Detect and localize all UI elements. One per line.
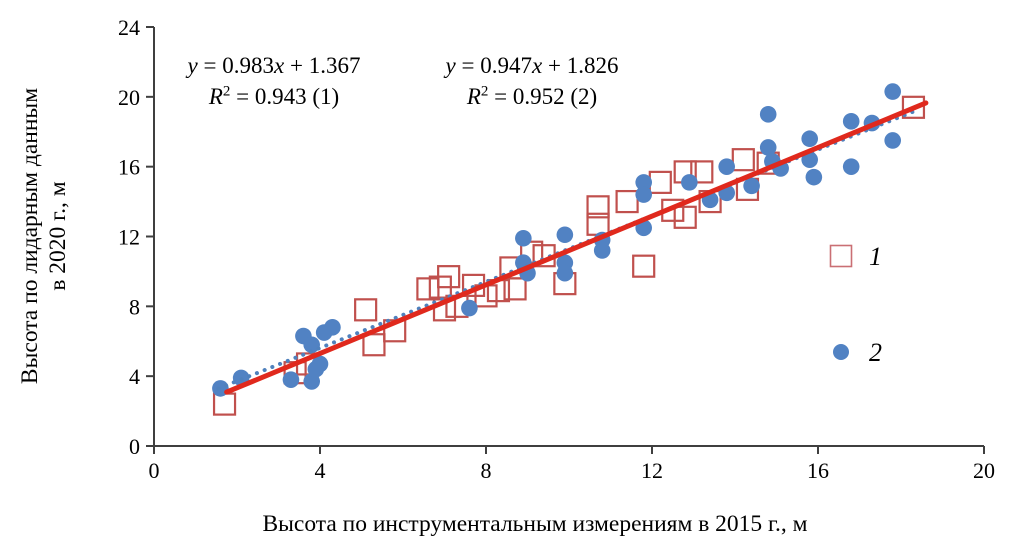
series2-circle-marker [801, 130, 818, 148]
series1-square-marker [362, 333, 386, 357]
series1-square-marker [354, 298, 378, 322]
y-tick-label: 0 [129, 434, 140, 459]
y-tick-label: 4 [129, 364, 140, 389]
series2-circle-marker [681, 174, 698, 191]
legend-square-marker [829, 244, 853, 268]
series1-square-marker [690, 160, 714, 184]
y-tick-label: 16 [118, 155, 140, 180]
y-axis-title-line2: в 2020 г., м [45, 181, 71, 291]
series2-circle-marker [635, 186, 652, 203]
series1-square-marker [632, 254, 656, 278]
equation-series2: y = 0.947x + 1.826 R2 = 0.952 (2) [445, 53, 619, 109]
series2-circle-marker [884, 83, 901, 100]
series2-circle-marker [759, 139, 777, 156]
x-tick-label: 12 [641, 458, 663, 483]
series2-circle-marker [593, 242, 611, 259]
legend-label-1: 1 [869, 242, 882, 271]
series2-circle-marker [461, 299, 478, 317]
series2-circle-marker [556, 226, 574, 244]
x-tick-label: 4 [315, 458, 326, 483]
y-tick-label: 20 [118, 85, 140, 110]
y-tick-label: 8 [129, 294, 140, 319]
axis-lines [153, 27, 984, 447]
trendline-solid [224, 100, 929, 395]
y-axis-title-line1: Высота по лидарным данным [17, 87, 43, 385]
series2-circle-marker [311, 355, 329, 373]
series1-square-marker [416, 277, 440, 301]
series1-square-marker [503, 277, 527, 301]
series2-circle-marker [718, 158, 735, 175]
y-axis-title: Высота по лидарным данным в 2020 г., м [16, 21, 72, 451]
legend-circle-marker [833, 344, 849, 360]
series2-circle-marker [515, 229, 532, 247]
x-tick-label: 16 [807, 458, 829, 483]
series2-circle-marker [743, 177, 760, 195]
series1-square-marker [212, 392, 237, 416]
y-tick-label: 24 [118, 15, 140, 40]
series2-circle-marker [884, 132, 901, 149]
series1-square-marker [673, 205, 697, 229]
series1-square-marker [615, 189, 639, 214]
series2-circle-marker [759, 105, 777, 123]
x-tick-label: 20 [973, 458, 995, 483]
x-tick-label: 0 [149, 458, 160, 483]
series2-circle-marker [805, 168, 823, 186]
series1-square-marker [731, 148, 755, 172]
series2-circle-marker [556, 264, 574, 282]
series2-circle-marker [282, 371, 300, 388]
series1-square-marker [586, 195, 610, 219]
y-tick-label: 12 [118, 225, 140, 250]
series2-circle-marker [303, 336, 321, 354]
series1-square-marker [648, 170, 672, 194]
series1-square-marker [437, 265, 461, 289]
x-axis-title: Высота по инструментальным измерениям в … [262, 511, 808, 537]
series1-square-marker [520, 240, 544, 264]
equation-series1: y = 0.983x + 1.367 R2 = 0.943 (1) [187, 53, 361, 109]
x-tick-label: 8 [481, 458, 492, 483]
legend-label-2: 2 [869, 338, 882, 367]
series2-circle-marker [324, 318, 341, 336]
series2-circle-marker [842, 112, 860, 130]
series2-circle-marker [842, 158, 860, 175]
series2-circle-marker [635, 174, 652, 191]
series1-square-marker [901, 95, 926, 119]
